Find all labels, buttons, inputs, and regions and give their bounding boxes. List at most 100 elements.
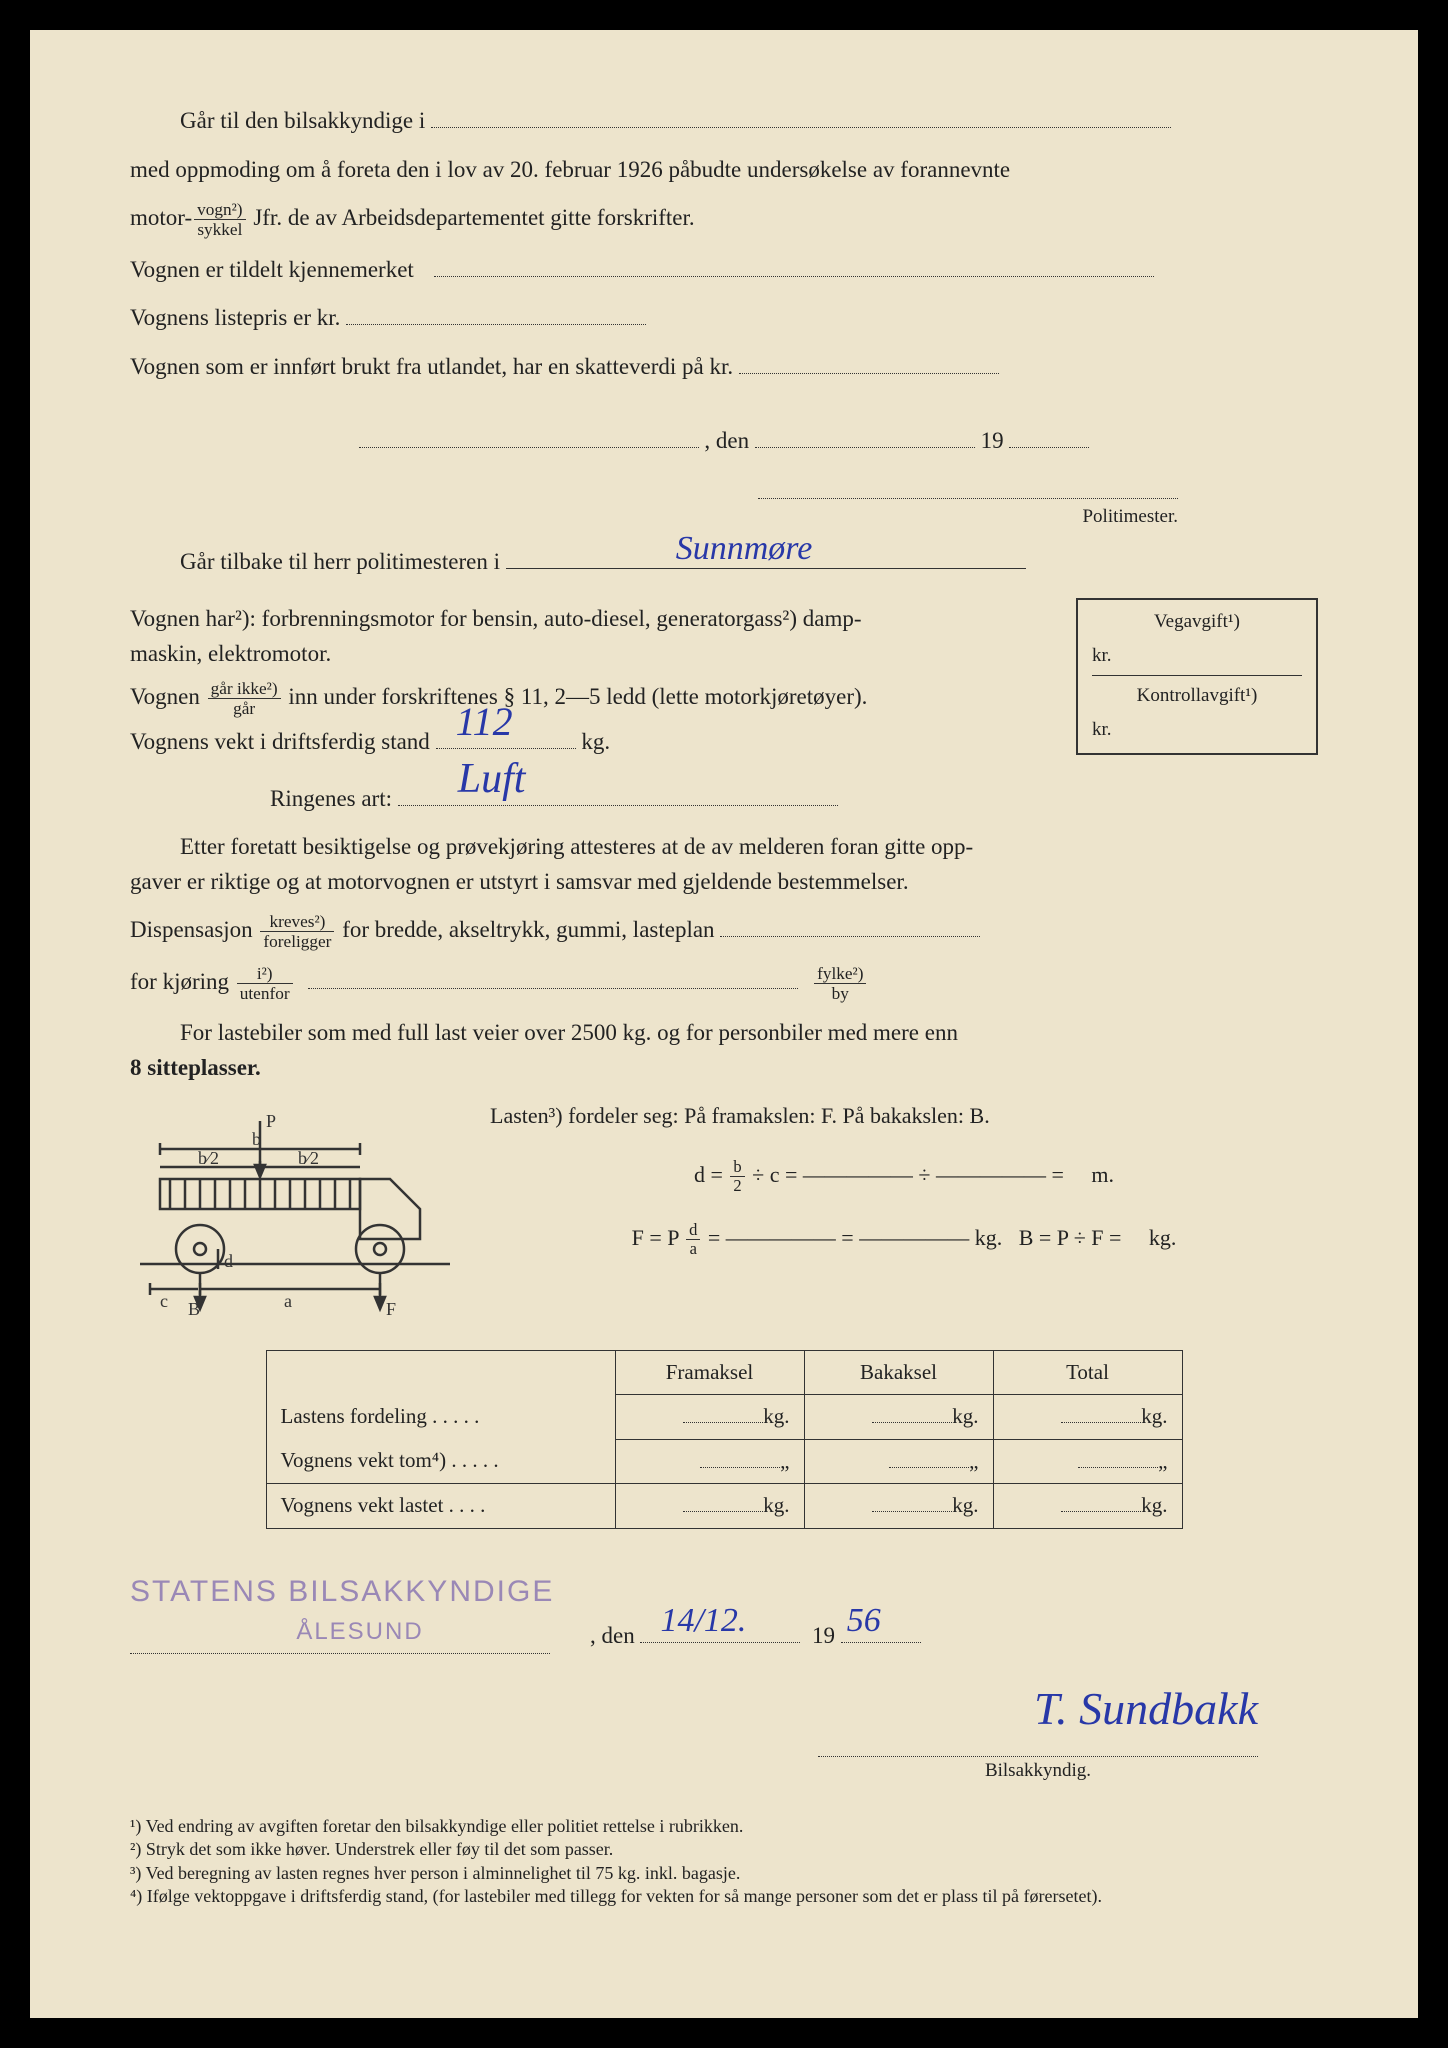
kr-row-1: kr. [1092,642,1302,676]
text: Vognen som er innført brukt fra utlandet… [130,354,733,379]
text: Går tilbake til herr politimesteren i [180,549,500,574]
signature: T. Sundbakk [130,1674,1258,1743]
text: Vognens vekt i driftsferdig stand [130,729,430,754]
table-row: Vognens vekt tom⁴) . . . . . „ „ „ [266,1439,1182,1484]
col-framaksel: Framaksel [615,1350,804,1395]
text: maskin, elektromotor. [130,641,331,666]
formulas-block: Lasten³) fordeler seg: På framakslen: F.… [470,1099,1318,1258]
handwritten-vekt: 112 [456,692,513,752]
footnote-3: ³) Ved beregning av lasten regnes hver p… [130,1862,1318,1885]
signature-line [758,479,1178,499]
fill-place [359,424,699,448]
diagram-row: P b b⁄2 b⁄2 d c a B F Lasten³) fordeler … [130,1099,1318,1330]
text: Jfr. de av Arbeidsdepartementet gitte fo… [253,205,694,230]
text: for bredde, akseltrykk, gummi, lasteplan [342,917,714,942]
table-row: Vognens vekt lastet . . . . kg. kg. kg. [266,1484,1182,1529]
line-gaar-tilbake: Går tilbake til herr politimesteren i Su… [130,545,1318,580]
attest-line: Etter foretatt besiktigelse og prøvekjør… [130,830,1318,899]
text: 19 [981,428,1004,453]
text: For lastebiler som med full last veier o… [180,1020,958,1045]
fill-blank [346,301,646,325]
text: Vognen [130,684,200,709]
signature-block: T. Sundbakk Bilsakkyndig. [130,1674,1258,1786]
fill-blank [739,350,999,374]
fraction-fylke-by: fylke²)by [814,965,866,1003]
fill-blank [308,965,798,989]
formula-f: F = P da = ————— = ————— kg. B = P ÷ F =… [490,1221,1318,1258]
text: Vognen har²): forbrenningsmotor for bens… [130,606,862,631]
line-listepris: Vognens listepris er kr. [130,301,1318,336]
handwritten-ring: Luft [458,748,526,811]
text: kg. [581,729,610,754]
date-line-top: , den 19 [130,424,1318,459]
fill-blank [431,104,1171,128]
lastebil-line: For lastebiler som med full last veier o… [130,1016,1318,1085]
text: Etter foretatt besiktigelse og prøvekjør… [180,834,973,859]
text: inn under forskriftenes § 11, 2—5 ledd (… [288,684,867,709]
line-kjennemerke: Vognen er tildelt kjennemerket [130,253,1318,288]
row-label: Vognens vekt lastet . . . . [266,1484,615,1529]
truck-svg-icon: P b b⁄2 b⁄2 d c a B F [130,1109,470,1319]
fill-year [1009,424,1089,448]
fraction-vogn-sykkel: vogn²)sykkel [194,201,245,239]
label-a: a [284,1291,292,1311]
table-row: Lastens fordeling . . . . . kg. kg. kg. [266,1395,1182,1440]
label-B: B [188,1299,200,1319]
bottom-sign-row: STATENS BILSAKKYNDIGE ÅLESUND , den 14/1… [130,1569,1318,1654]
row-label: Vognens vekt tom⁴) . . . . . [266,1439,615,1484]
kr-row-2: kr. [1092,716,1302,745]
text: , den [704,428,749,453]
kontroll-label: Kontrollavgift¹) [1092,682,1302,711]
text: Vognen er tildelt kjennemerket [130,257,414,282]
engine-and-box-row: Vognen har²): forbrenningsmotor for bens… [130,598,1318,768]
line-oppmoding: med oppmoding om å foreta den i lov av 2… [130,153,1318,188]
line-skatteverdi: Vognen som er innført brukt fra utlandet… [130,350,1318,385]
dispensasjon-line: Dispensasjon kreves²)foreligger for bred… [130,913,1318,951]
weights-table: Framaksel Bakaksel Total Lastens fordeli… [266,1350,1183,1529]
text: Går til den bilsakkyndige i [180,108,425,133]
vegavgift-label: Vegavgift¹) [1092,608,1302,637]
lasten-text: Lasten³) fordeler seg: På framakslen: F.… [490,1099,1318,1132]
avgift-box: Vegavgift¹) kr. Kontrollavgift¹) kr. [1076,598,1318,755]
fraction-gaar: går ikke²)går [208,680,281,718]
footnote-2: ²) Stryk det som ikke høver. Understrek … [130,1838,1318,1861]
line-motor: motor-vogn²)sykkel Jfr. de av Arbeidsdep… [130,201,1318,239]
fill-date: 14/12. [640,1619,800,1643]
label-b2b: b⁄2 [298,1148,319,1168]
engine-block: Vognen har²): forbrenningsmotor for bens… [130,598,1056,768]
footnote-1: ¹) Ved endring av avgiften foretar den b… [130,1815,1318,1838]
table-header-row: Framaksel Bakaksel Total [266,1350,1182,1395]
col-bakaksel: Bakaksel [804,1350,993,1395]
text: 8 sitteplasser. [130,1055,261,1080]
line-bilsakkyndige: Går til den bilsakkyndige i [130,104,1318,139]
fill-ring: Luft [398,782,838,806]
forskrift-line: Vognen går ikke²)går inn under forskrift… [130,680,1056,718]
fill-politimester: Sunnmøre [506,545,1026,569]
text: Dispensasjon [130,917,253,942]
fraction-i-utenfor: i²)utenfor [237,965,293,1003]
label-F: F [386,1299,396,1319]
text: Ringenes art: [270,786,392,811]
document-page: Går til den bilsakkyndige i med oppmodin… [0,0,1448,2048]
bilsakk-label: Bilsakkyndig. [818,1757,1258,1786]
fill-blank [434,253,1154,277]
text: gaver er riktige og at motorvognen er ut… [130,869,909,894]
stamp-line1: STATENS BILSAKKYNDIGE [130,1569,590,1614]
label-c: c [160,1291,168,1311]
fill-vekt: 112 [436,725,576,749]
fraction-kreves: kreves²)foreligger [260,913,334,951]
text: for kjøring [130,969,229,994]
vekt-line: Vognens vekt i driftsferdig stand 112 kg… [130,725,1056,760]
formula-d: d = b2 ÷ c = ————— ÷ ————— = m. [490,1158,1318,1195]
engine-line: Vognen har²): forbrenningsmotor for bens… [130,602,1056,672]
kjoring-line: for kjøring i²)utenfor fylke²)by [130,965,1318,1003]
handwritten-place: Sunnmøre [626,523,813,574]
fill-blank [720,913,980,937]
footnote-4: ⁴) Ifølge vektoppgave i driftsferdig sta… [130,1885,1318,1908]
stamp-block: STATENS BILSAKKYNDIGE ÅLESUND [130,1569,590,1654]
footnotes: ¹) Ved endring av avgiften foretar den b… [130,1815,1318,1909]
label-d: d [224,1251,233,1271]
label-P: P [266,1111,276,1131]
label-b2a: b⁄2 [198,1148,219,1168]
col-total: Total [993,1350,1182,1395]
